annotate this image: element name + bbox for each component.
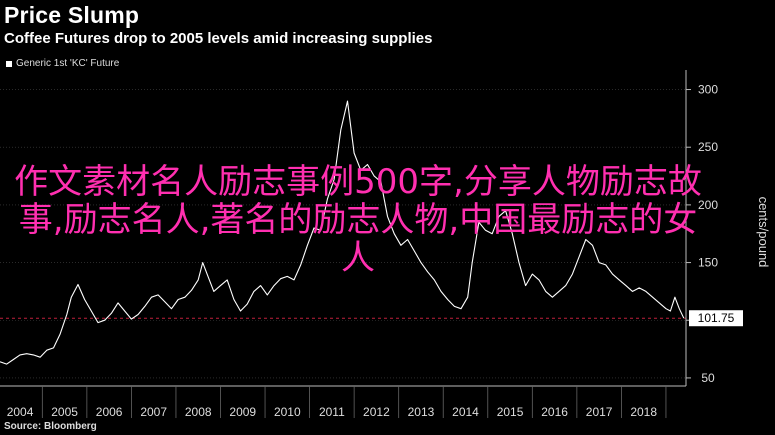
x-tick-label: 2005 — [51, 405, 78, 419]
x-tick-label: 2011 — [319, 405, 345, 419]
y-axis-label: cents/pound — [756, 197, 771, 268]
x-tick-label: 2006 — [96, 405, 123, 419]
x-tick-label: 2017 — [586, 405, 613, 419]
x-tick-label: 2014 — [452, 405, 479, 419]
source-note: Source: Bloomberg — [4, 421, 97, 432]
series-layer — [0, 100, 685, 365]
x-tick-label: 2018 — [630, 405, 657, 419]
x-tick-label: 2012 — [363, 405, 390, 419]
y-tick-label: 300 — [698, 83, 718, 97]
x-tick-label: 2010 — [274, 405, 301, 419]
last-value-label: 101.75 — [698, 311, 735, 325]
chart-subtitle: Coffee Futures drop to 2005 levels amid … — [4, 30, 433, 47]
y-tick-label: 150 — [698, 256, 718, 270]
chart-title: Price Slump — [4, 2, 140, 28]
last-value-marker: 101.75 — [689, 310, 743, 327]
y-tick-label: 50 — [701, 371, 715, 385]
x-tick-label: 2016 — [541, 405, 568, 419]
x-axis: 2004 2005 2006 2007 2008 2009 2010 2011 2012 2013… — [0, 385, 686, 419]
series-line — [0, 100, 685, 365]
y-tick-label: 250 — [698, 140, 718, 154]
x-tick-label: 2009 — [229, 405, 256, 419]
legend-label: Generic 1st 'KC' Future — [16, 58, 120, 69]
last-value-box — [689, 310, 743, 327]
x-tick-label: 2013 — [408, 405, 435, 419]
x-tick-label: 2007 — [140, 405, 167, 419]
chart-legend: Generic 1st 'KC' Future — [6, 58, 119, 69]
y-tick-label: 200 — [698, 198, 718, 212]
grid-lines — [0, 89, 686, 379]
legend-swatch — [6, 60, 12, 67]
x-tick-label: 2004 — [7, 405, 34, 419]
x-tick-label: 2008 — [185, 405, 212, 419]
x-tick-label: 2015 — [497, 405, 524, 419]
watermark-text: 作文素材名人励志事例500字,分享人物励志故事,励志名人,著名的励志人物,中国最… — [14, 162, 702, 278]
